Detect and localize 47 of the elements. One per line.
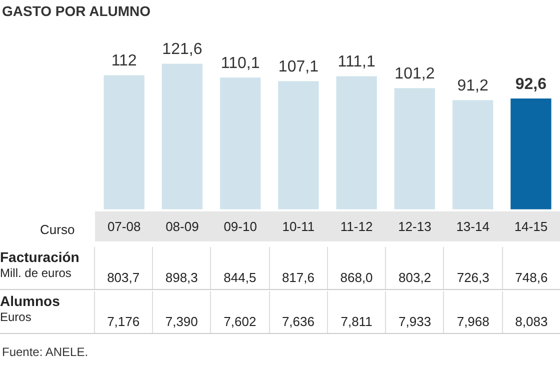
data-label: 110,1 [220,54,260,72]
bar [336,76,377,210]
x-tick-label: 09-10 [224,218,257,234]
data-label: 111,1 [338,54,376,71]
bar [104,75,144,210]
x-tick-label: 08-09 [166,218,199,234]
x-tick-label: 12-13 [398,218,432,234]
x-tick-label: 13-14 [456,218,490,234]
x-axis-title: Curso [40,222,75,237]
text: 7,968 [443,291,502,333]
bar [394,88,436,210]
text: 7,811 [326,291,386,333]
bar [510,98,552,210]
bar [162,64,203,210]
text: 726,3 [443,247,502,289]
data-label: 107,1 [278,58,319,76]
text: 803,7 [94,247,152,289]
text: 7,390 [152,291,210,333]
bar [278,81,319,210]
text: Mill. de euros [0,266,72,281]
source-note: Fuente: ANELE. [2,345,88,359]
text: 844,5 [210,247,269,289]
text: 748,6 [502,247,560,289]
data-label: 101,2 [394,66,435,83]
x-tick-label: 11-12 [340,218,373,234]
text: 7,636 [268,291,327,333]
data-label: 112 [111,52,137,70]
text: 817,6 [268,247,327,289]
bar [452,100,494,210]
bar [220,77,261,210]
x-tick-label: 07-08 [107,218,141,234]
text: 898,3 [152,247,210,289]
text: 7,176 [94,291,152,333]
text: Euros [0,310,32,325]
text: 803,2 [385,247,444,289]
data-label: 121,6 [162,41,202,58]
text: 8,083 [502,291,560,333]
data-label: 92,6 [515,76,547,93]
data-label: 91,2 [457,78,488,95]
chart-title: GASTO POR ALUMNO [2,3,151,19]
text: 868,0 [326,247,386,289]
text: 7,602 [210,291,269,333]
text: Alumnos [0,293,60,309]
x-tick-label: 10-11 [282,218,315,234]
text: 7,933 [385,291,444,333]
text: Facturación [0,249,80,265]
x-tick-label: 14-15 [514,218,548,234]
